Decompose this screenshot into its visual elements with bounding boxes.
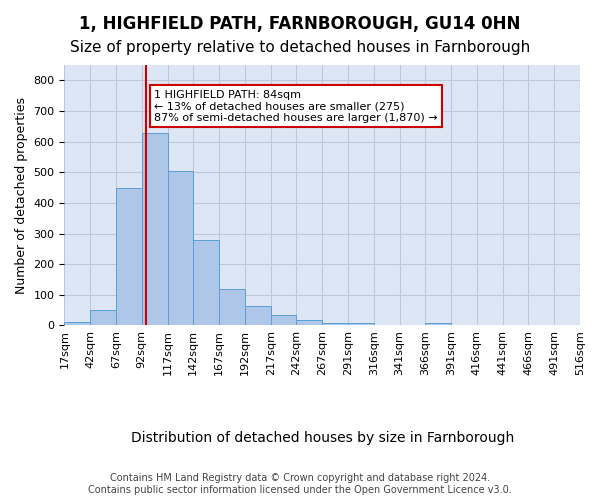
Bar <box>271 316 296 326</box>
Bar <box>348 323 374 326</box>
Bar <box>116 188 142 326</box>
Bar <box>219 290 245 326</box>
Text: 1 HIGHFIELD PATH: 84sqm
← 13% of detached houses are smaller (275)
87% of semi-d: 1 HIGHFIELD PATH: 84sqm ← 13% of detache… <box>154 90 438 122</box>
Text: Size of property relative to detached houses in Farnborough: Size of property relative to detached ho… <box>70 40 530 55</box>
Bar <box>142 134 167 326</box>
Text: 1, HIGHFIELD PATH, FARNBOROUGH, GU14 0HN: 1, HIGHFIELD PATH, FARNBOROUGH, GU14 0HN <box>79 15 521 33</box>
Bar <box>322 323 348 326</box>
Bar <box>90 310 116 326</box>
Text: Contains HM Land Registry data © Crown copyright and database right 2024.
Contai: Contains HM Land Registry data © Crown c… <box>88 474 512 495</box>
Y-axis label: Number of detached properties: Number of detached properties <box>15 96 28 294</box>
Bar <box>193 240 219 326</box>
Bar <box>167 170 193 326</box>
Bar <box>425 324 451 326</box>
Bar <box>64 322 90 326</box>
Bar <box>245 306 271 326</box>
Bar <box>296 320 322 326</box>
X-axis label: Distribution of detached houses by size in Farnborough: Distribution of detached houses by size … <box>131 431 514 445</box>
